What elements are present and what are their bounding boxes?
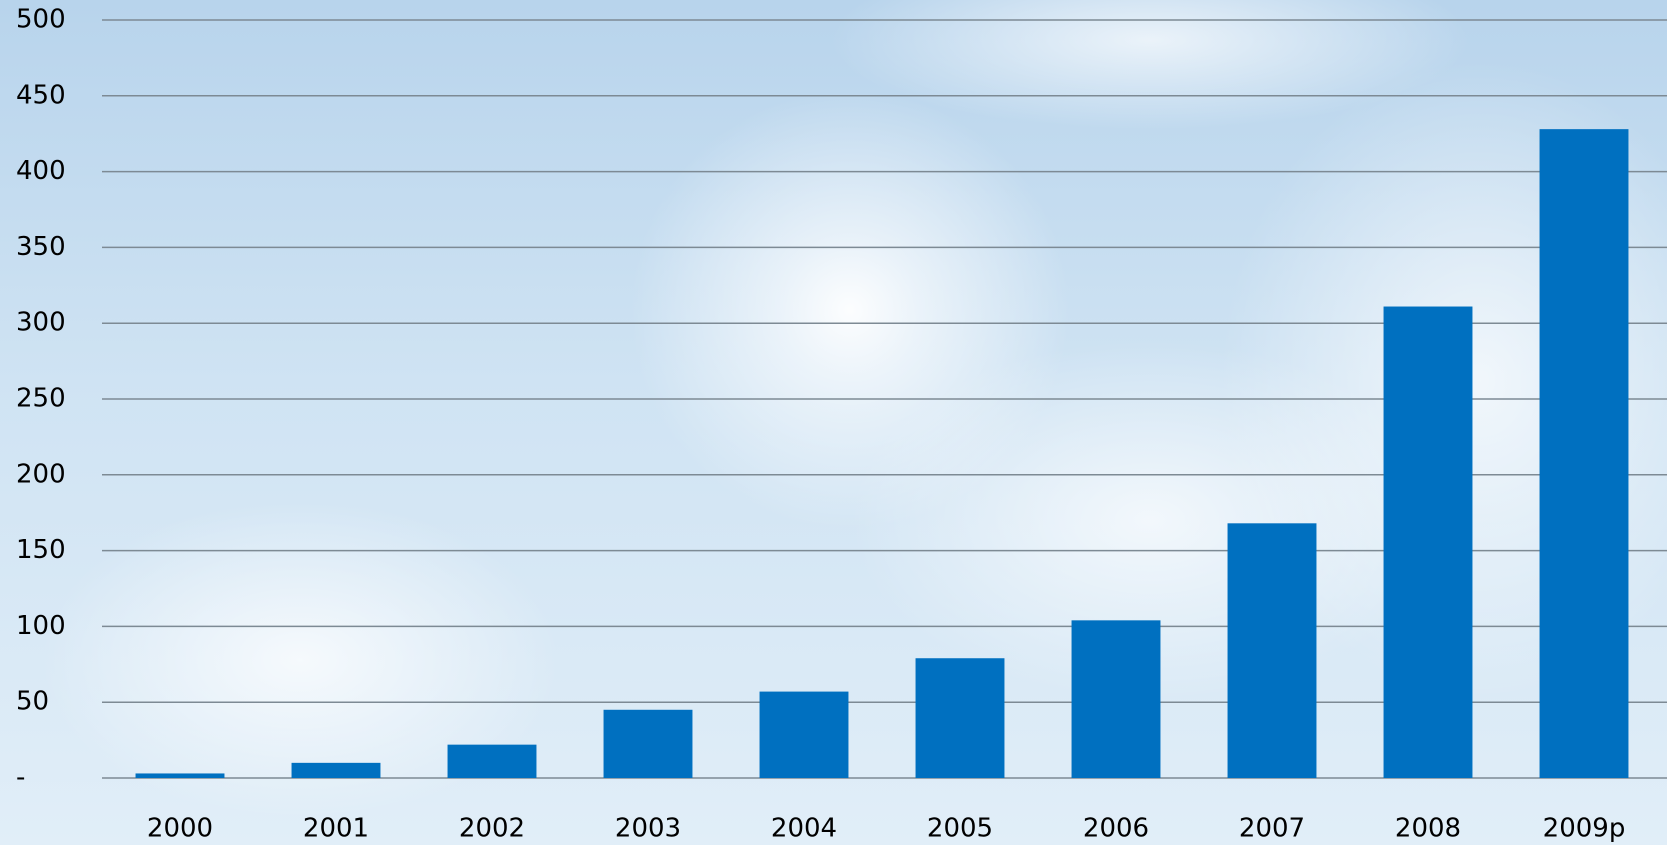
y-tick-label: 450 (16, 80, 66, 110)
bar (1539, 129, 1629, 779)
x-tick-label: 2003 (615, 814, 681, 844)
y-tick-label: 400 (16, 156, 66, 186)
x-tick-label: 2002 (459, 814, 525, 844)
bar (135, 773, 225, 778)
bar (1227, 523, 1317, 778)
bar (759, 691, 849, 778)
y-tick-label: 150 (16, 535, 66, 565)
x-tick-label: 2008 (1395, 814, 1461, 844)
y-tick-label: - (16, 763, 25, 793)
x-tick-label: 2007 (1239, 814, 1305, 844)
bar (603, 709, 693, 778)
y-tick-label: 250 (16, 384, 66, 414)
y-tick-label: 350 (16, 232, 66, 262)
x-tick-label: 2006 (1083, 814, 1149, 844)
x-tick-label: 2005 (927, 814, 993, 844)
bar (1383, 306, 1473, 778)
bar (915, 658, 1005, 778)
bar (447, 744, 537, 778)
x-tick-label: 2000 (147, 814, 213, 844)
y-tick-label: 100 (16, 611, 66, 641)
y-tick-label: 200 (16, 459, 66, 489)
y-tick-label: 50 (16, 687, 49, 717)
y-tick-label: 300 (16, 308, 66, 338)
x-tick-label: 2004 (771, 814, 837, 844)
bar (1071, 620, 1161, 778)
x-tick-label: 2009p (1543, 814, 1626, 844)
bar (291, 762, 381, 778)
y-tick-label: 500 (16, 5, 66, 35)
x-tick-label: 2001 (303, 814, 369, 844)
